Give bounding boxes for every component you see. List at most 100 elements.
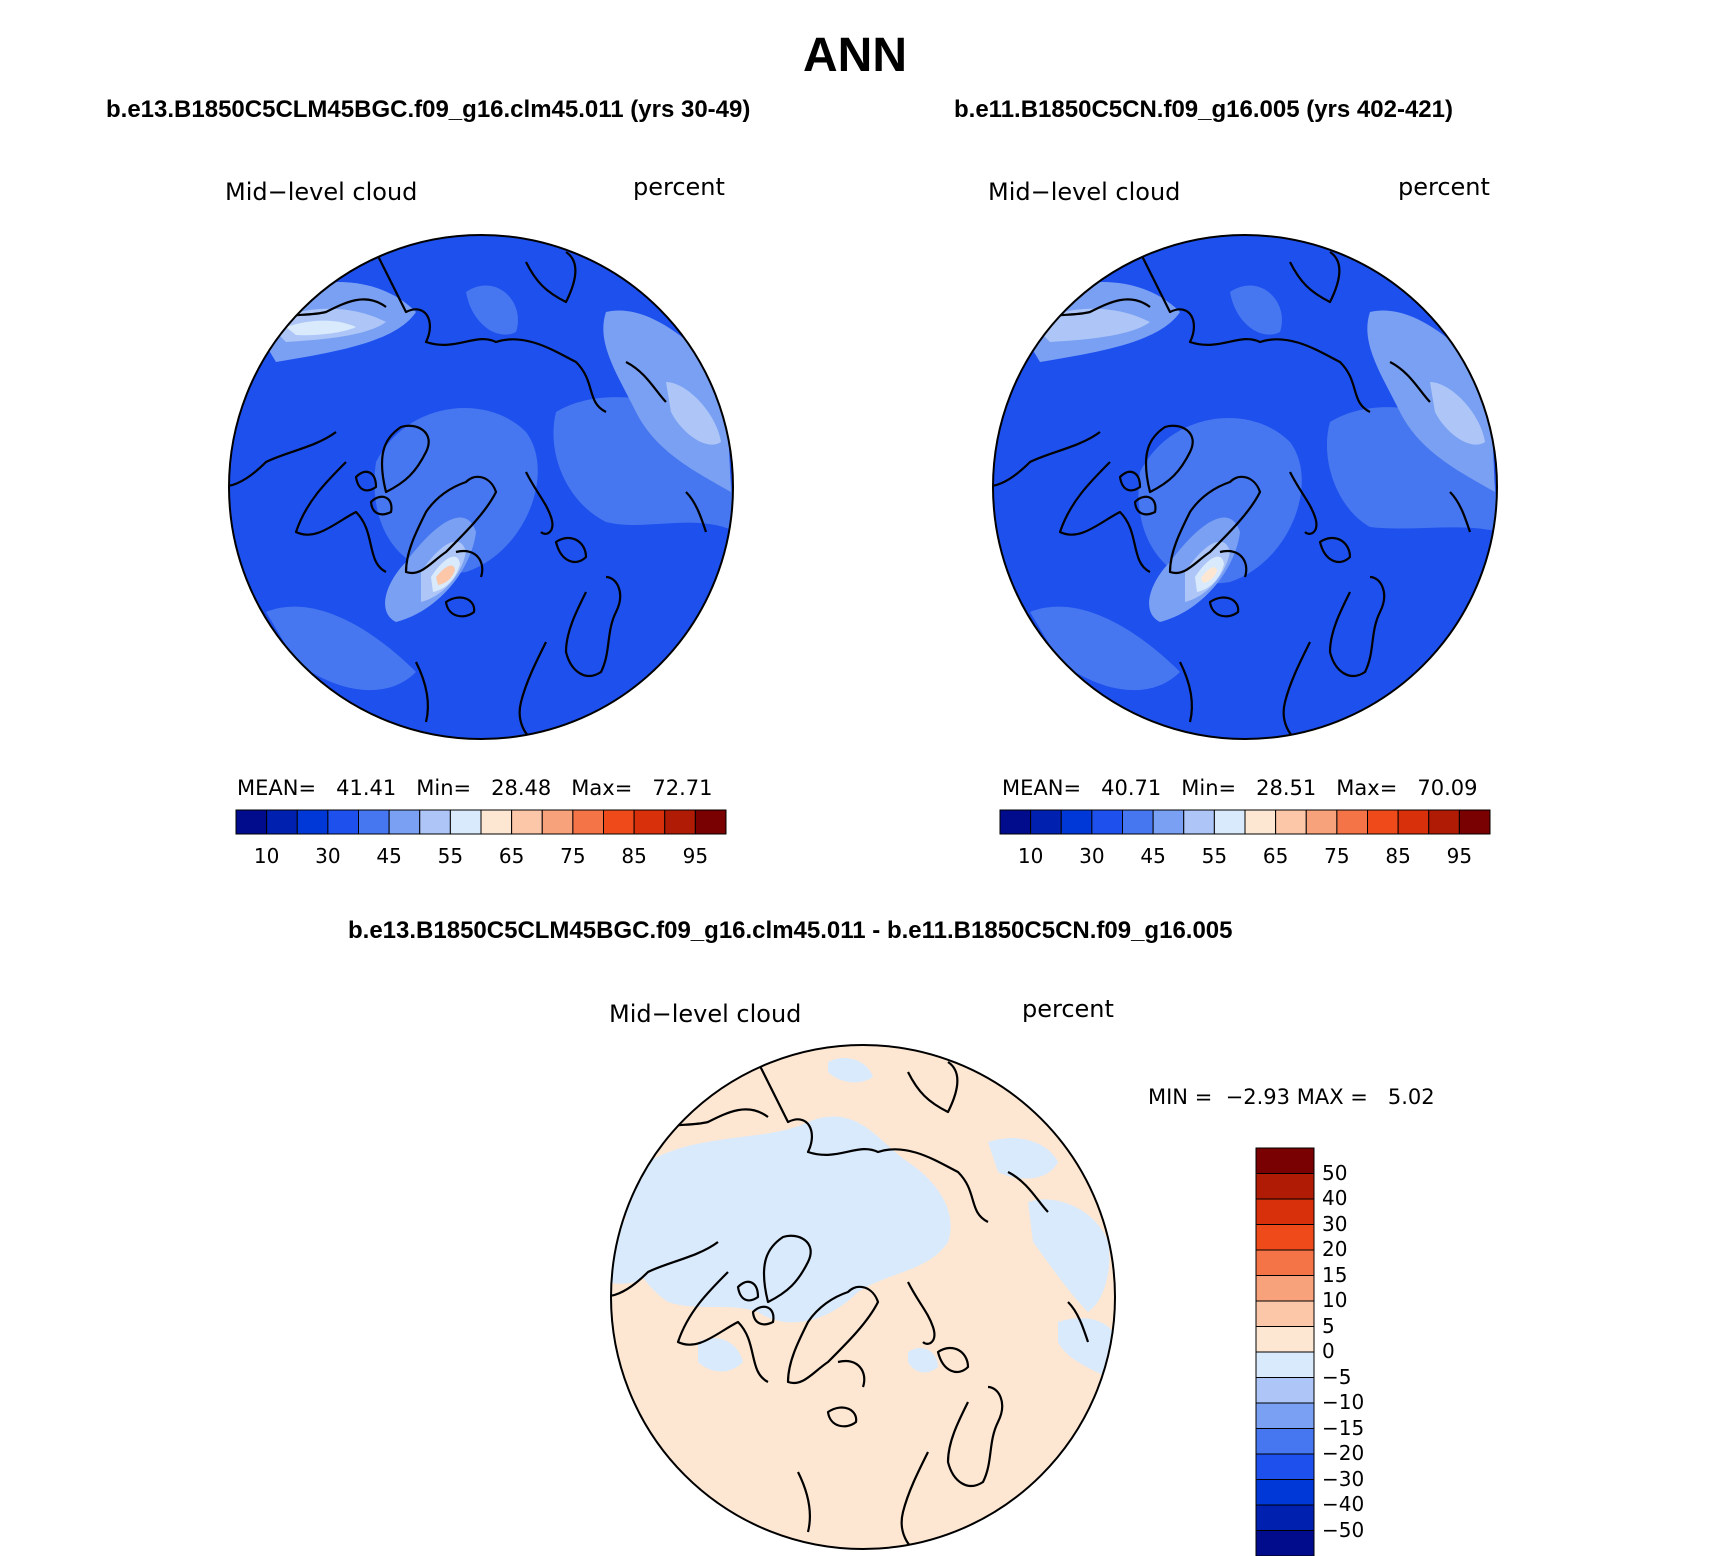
panel1-min-value: 28.48 <box>491 776 551 800</box>
panel1-colorbar-tick-label: 45 <box>373 844 405 868</box>
diff-colorbar-tick-label: −15 <box>1322 1416 1364 1440</box>
panel1-mean-label: MEAN= <box>237 776 316 800</box>
diff-colorbar-swatch <box>1256 1250 1314 1276</box>
panel2-colorbar-tick-label: 65 <box>1260 844 1292 868</box>
panel1-colorbar-tick-label: 30 <box>312 844 344 868</box>
panel2-colorbar-swatch <box>1000 810 1031 834</box>
panel2-colorbar-swatch <box>1368 810 1399 834</box>
diff-min-label: MIN = <box>1148 1085 1212 1109</box>
panel2-max-label: Max= <box>1336 776 1397 800</box>
panel1-min-label: Min= <box>416 776 471 800</box>
panel1-colorbar <box>236 810 726 834</box>
panel2-colorbar-tick-label: 10 <box>1015 844 1047 868</box>
panel1-colorbar-swatch <box>297 810 328 834</box>
diff-colorbar-swatch <box>1256 1199 1314 1225</box>
diff-max-label: MAX = <box>1297 1085 1368 1109</box>
diff-colorbar-tick-label: 30 <box>1322 1212 1347 1236</box>
diff-colorbar-swatch <box>1256 1454 1314 1480</box>
panel2-case-title: b.e11.B1850C5CN.f09_g16.005 (yrs 402-421… <box>954 96 1453 124</box>
panel1-max-label: Max= <box>571 776 632 800</box>
panel1-stats: MEAN= 41.41 Min= 28.48 Max= 72.71 <box>237 776 712 800</box>
panel2-mean-label: MEAN= <box>1002 776 1081 800</box>
diff-colorbar-tick-label: −50 <box>1322 1518 1364 1542</box>
diff-colorbar-swatch <box>1256 1327 1314 1353</box>
diff-colorbar-swatch <box>1256 1378 1314 1404</box>
panel2-colorbar-swatch <box>1306 810 1337 834</box>
panel1-colorbar-swatch <box>542 810 573 834</box>
panel1-variable-label: Mid−level cloud <box>225 178 417 206</box>
diff-colorbar-swatch <box>1256 1148 1314 1174</box>
panel2-max-value: 70.09 <box>1417 776 1477 800</box>
panel2-colorbar-tick-label: 30 <box>1076 844 1108 868</box>
panel2-colorbar-swatch <box>1061 810 1092 834</box>
panel2-colorbar-tick-label: 75 <box>1321 844 1353 868</box>
diff-colorbar-swatch <box>1256 1429 1314 1455</box>
panel2-min-value: 28.51 <box>1256 776 1316 800</box>
diff-colorbar-swatch <box>1256 1301 1314 1327</box>
panel2-colorbar-swatch <box>1031 810 1062 834</box>
diff-colorbar <box>1256 1148 1314 1556</box>
panel2-colorbar-tick-label: 85 <box>1382 844 1414 868</box>
panel1-colorbar-swatch <box>665 810 696 834</box>
panel1-colorbar-swatch <box>604 810 635 834</box>
diff-units-label: percent <box>1022 995 1114 1023</box>
panel2-colorbar-swatch <box>1153 810 1184 834</box>
panel2-polar-map <box>990 232 1500 742</box>
panel1-polar-map <box>226 232 736 742</box>
panel2-colorbar-swatch <box>1245 810 1276 834</box>
diff-case-title: b.e13.B1850C5CLM45BGC.f09_g16.clm45.011 … <box>348 917 1233 945</box>
panel1-case-title: b.e13.B1850C5CLM45BGC.f09_g16.clm45.011 … <box>106 96 750 124</box>
diff-colorbar-swatch <box>1256 1505 1314 1531</box>
panel2-colorbar-tick-label: 55 <box>1198 844 1230 868</box>
panel1-max-value: 72.71 <box>652 776 712 800</box>
diff-colorbar-tick-label: 0 <box>1322 1339 1335 1363</box>
panel2-colorbar-swatch <box>1092 810 1123 834</box>
panel2-colorbar-swatch <box>1398 810 1429 834</box>
diff-colorbar-tick-label: −20 <box>1322 1441 1364 1465</box>
panel2-colorbar <box>1000 810 1490 834</box>
panel2-variable-label: Mid−level cloud <box>988 178 1180 206</box>
diff-colorbar-swatch <box>1256 1174 1314 1200</box>
panel1-colorbar-swatch <box>389 810 420 834</box>
panel1-mean-value: 41.41 <box>336 776 396 800</box>
panel2-colorbar-swatch <box>1276 810 1307 834</box>
diff-colorbar-swatch <box>1256 1276 1314 1302</box>
panel2-colorbar-swatch <box>1429 810 1460 834</box>
diff-polar-map <box>608 1042 1118 1552</box>
diff-colorbar-tick-label: 10 <box>1322 1288 1347 1312</box>
diff-colorbar-tick-label: 5 <box>1322 1314 1335 1338</box>
panel1-colorbar-swatch <box>359 810 390 834</box>
main-title: ANN <box>0 28 1710 83</box>
panel1-colorbar-tick-label: 65 <box>496 844 528 868</box>
panel1-colorbar-tick-label: 10 <box>251 844 283 868</box>
diff-colorbar-tick-label: 40 <box>1322 1186 1347 1210</box>
panel1-colorbar-tick-label: 95 <box>679 844 711 868</box>
panel2-min-label: Min= <box>1181 776 1236 800</box>
diff-colorbar-tick-label: 50 <box>1322 1161 1347 1185</box>
panel1-colorbar-swatch <box>420 810 451 834</box>
diff-colorbar-tick-label: 20 <box>1322 1237 1347 1261</box>
diff-variable-label: Mid−level cloud <box>609 1000 801 1028</box>
panel1-colorbar-tick-label: 75 <box>557 844 589 868</box>
diff-colorbar-swatch <box>1256 1531 1314 1556</box>
panel1-colorbar-swatch <box>267 810 298 834</box>
panel1-colorbar-swatch <box>634 810 665 834</box>
diff-min-value: −2.93 <box>1226 1085 1290 1109</box>
panel2-colorbar-swatch <box>1184 810 1215 834</box>
diff-max-value: 5.02 <box>1388 1085 1435 1109</box>
diff-colorbar-swatch <box>1256 1352 1314 1378</box>
diff-colorbar-tick-label: −5 <box>1322 1365 1351 1389</box>
panel2-colorbar-tick-label: 95 <box>1443 844 1475 868</box>
diff-colorbar-tick-label: −30 <box>1322 1467 1364 1491</box>
diff-colorbar-tick-label: 15 <box>1322 1263 1347 1287</box>
diff-colorbar-tick-label: −40 <box>1322 1492 1364 1516</box>
panel1-colorbar-tick-label: 85 <box>618 844 650 868</box>
panel2-colorbar-swatch <box>1214 810 1245 834</box>
panel1-colorbar-swatch <box>450 810 481 834</box>
panel2-colorbar-tick-label: 45 <box>1137 844 1169 868</box>
panel1-colorbar-tick-label: 55 <box>434 844 466 868</box>
diff-colorbar-swatch <box>1256 1403 1314 1429</box>
diff-colorbar-tick-label: −10 <box>1322 1390 1364 1414</box>
panel2-colorbar-swatch <box>1337 810 1368 834</box>
panel2-colorbar-swatch <box>1123 810 1154 834</box>
